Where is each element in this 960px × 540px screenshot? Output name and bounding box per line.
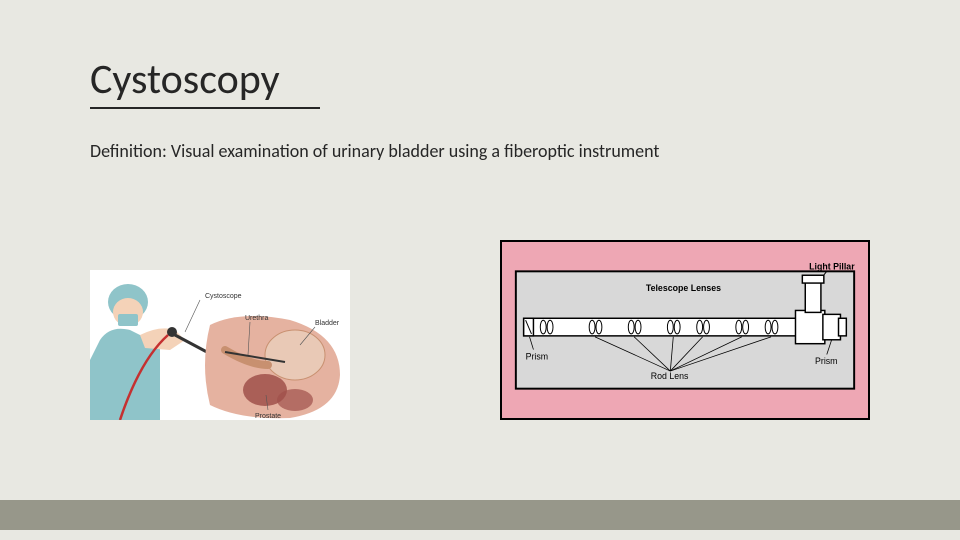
label-prostate: Prostate: [255, 413, 281, 420]
slide: Cystoscopy Definition: Visual examinatio…: [0, 0, 960, 540]
definition-text: Definition: Visual examination of urinar…: [90, 140, 659, 162]
label-urethra: Urethra: [245, 315, 268, 322]
scope-diagram: Telescope Lenses Light Pillar Prism Rod …: [500, 240, 870, 420]
label-prism-left: Prism: [526, 351, 548, 361]
label-rod-lens: Rod Lens: [651, 371, 689, 381]
label-light-pillar: Light Pillar: [809, 261, 855, 271]
footer-bar: [0, 500, 960, 530]
label-bladder: Bladder: [315, 320, 340, 327]
label-cystoscope: Cystoscope: [205, 293, 242, 300]
label-telescope-lenses: Telescope Lenses: [646, 283, 721, 293]
slide-title: Cystoscopy: [90, 54, 320, 109]
label-prism-right: Prism: [815, 356, 837, 366]
procedure-illustration: Cystoscope Urethra Bladder Prostate: [90, 270, 350, 420]
